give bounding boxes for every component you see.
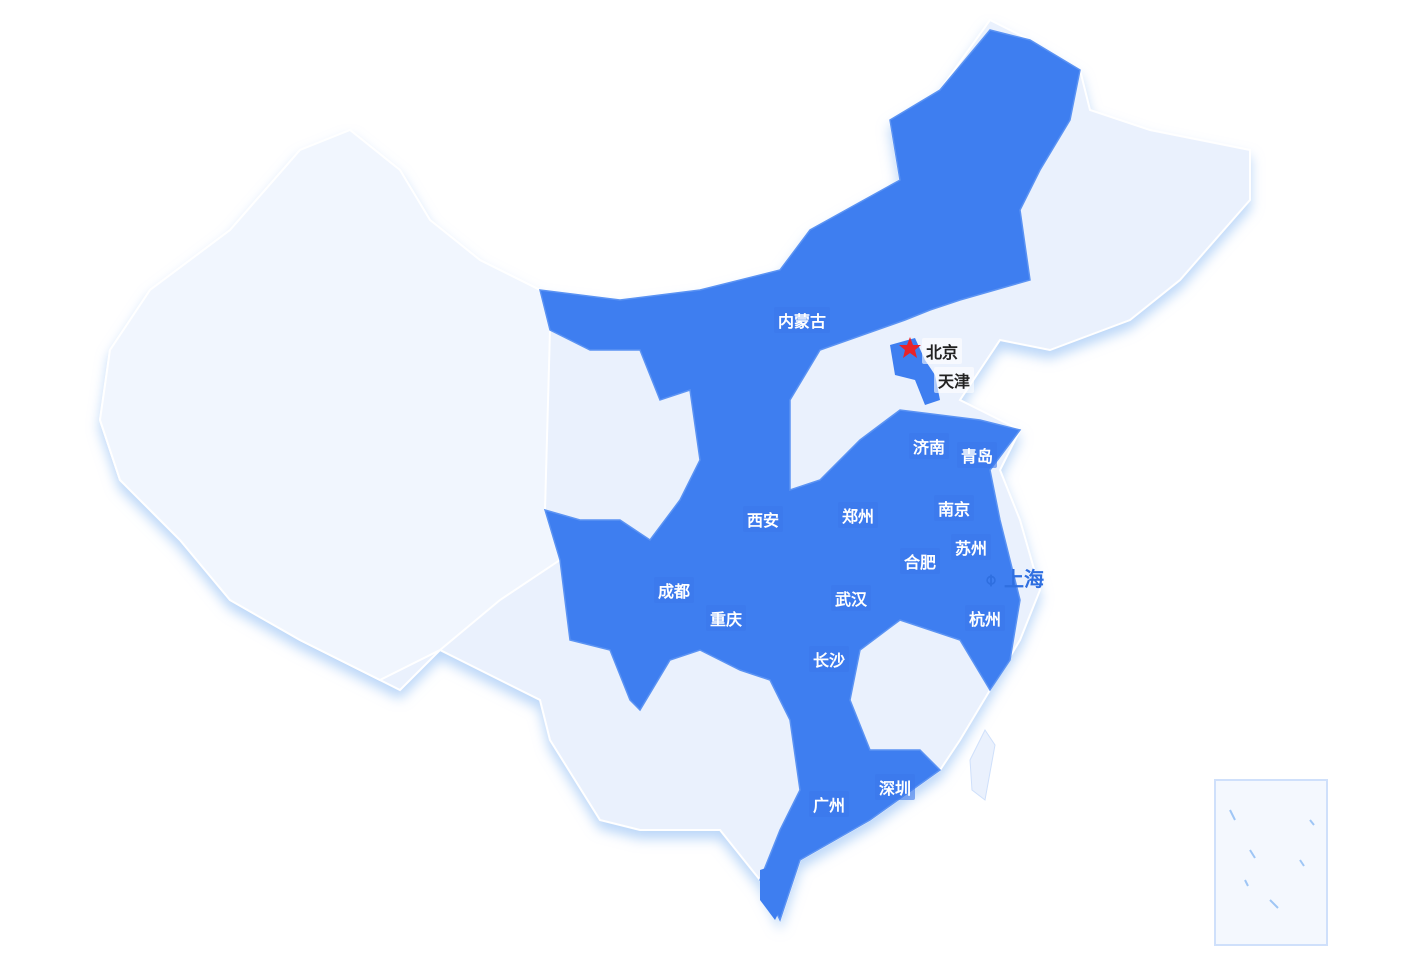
shanghai-label: 上海 [1003, 567, 1044, 591]
city-label: 长沙 [809, 646, 850, 672]
beijing-tianjin-region [890, 338, 940, 405]
city-label: 西安 [743, 506, 784, 532]
hainan-island [760, 860, 790, 920]
highlighted-region [539, 29, 1081, 922]
city-label: 内蒙古 [774, 307, 831, 333]
city-label: 济南 [909, 433, 950, 459]
city-label: 苏州 [951, 534, 992, 560]
shanghai-marker: ⌽ 上海 [985, 563, 1044, 592]
western-provinces [98, 128, 562, 682]
capital-label: 北京 [922, 338, 963, 364]
city-label: 武汉 [831, 585, 872, 611]
city-label: 天津 [934, 367, 975, 393]
star-icon [899, 337, 921, 358]
city-label: 广州 [809, 791, 850, 817]
city-label: 成都 [654, 577, 695, 603]
city-label: 南京 [934, 495, 975, 521]
city-label: 合肥 [900, 548, 941, 574]
location-logo-icon: ⌽ [985, 567, 997, 591]
city-label: 杭州 [965, 605, 1006, 631]
south-china-sea-inset [1214, 779, 1328, 946]
city-label: 青岛 [957, 442, 998, 468]
city-label: 重庆 [706, 605, 747, 631]
city-label: 郑州 [838, 502, 879, 528]
taiwan-island [969, 729, 996, 801]
city-label: 深圳 [875, 774, 916, 800]
